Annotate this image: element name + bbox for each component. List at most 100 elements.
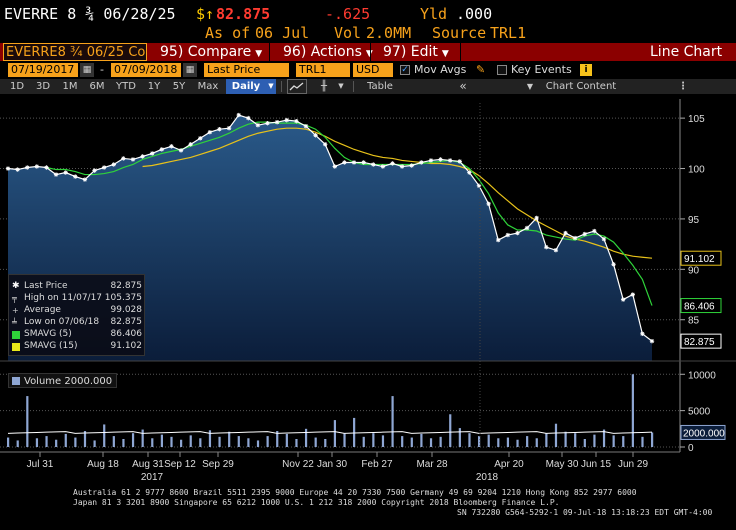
- range-3d[interactable]: 3D: [35, 81, 51, 92]
- compare-button[interactable]: 95) Compare ▼: [160, 43, 262, 61]
- volume-bar: [26, 396, 29, 447]
- volume-bar: [103, 424, 106, 447]
- calendar-icon[interactable]: ▦: [80, 63, 94, 77]
- collapse-left-icon[interactable]: «: [459, 79, 467, 93]
- volume-bar: [362, 436, 365, 447]
- price-tag-label: 91.102: [684, 254, 715, 265]
- price-point: [496, 237, 501, 243]
- volume-bar: [410, 437, 413, 447]
- volume-bar: [256, 440, 260, 447]
- volume-bar: [612, 435, 615, 447]
- price-point: [447, 158, 453, 163]
- price-tag-box: [680, 250, 722, 266]
- mov-avgs-label: Mov Avgs: [414, 63, 467, 76]
- period-select[interactable]: Daily: [226, 79, 266, 94]
- range-1d[interactable]: 1D: [9, 81, 25, 92]
- price-y-axis: 85 90 95 100 105: [679, 99, 705, 452]
- price-point: [476, 183, 482, 188]
- footer-contacts-line2: Japan 81 3 3201 8900 Singapore 65 6212 1…: [73, 498, 560, 507]
- price-point: [544, 244, 549, 250]
- line-chart-icon[interactable]: [287, 79, 307, 94]
- legend-average: + Average 99.028: [11, 305, 144, 316]
- currency-select[interactable]: USD: [353, 63, 393, 77]
- price-point: [563, 230, 568, 236]
- price-point: [390, 161, 395, 166]
- price-point: [419, 160, 424, 165]
- volume-bar: [333, 420, 337, 447]
- range-ytd[interactable]: YTD: [116, 81, 136, 92]
- legend-value: 105.375: [104, 293, 142, 303]
- volume-swatch: [12, 377, 20, 385]
- actions-button[interactable]: 96) Actions ▼: [283, 43, 373, 61]
- as-of-label: As of: [205, 24, 251, 42]
- volume-bar: [16, 440, 19, 447]
- price-point: [371, 162, 376, 167]
- volume-bar: [593, 434, 596, 447]
- chart-content-button[interactable]: Chart Content: [545, 81, 617, 92]
- legend-last-price: ✱ Last Price 82.875: [11, 281, 144, 292]
- start-date-field[interactable]: 07/19/2017: [8, 63, 78, 77]
- bar-chart-icon[interactable]: ╫: [320, 81, 328, 92]
- toolbar-divider: [460, 43, 461, 61]
- field-select[interactable]: Last Price: [204, 63, 289, 77]
- price-point: [505, 232, 511, 238]
- volume-bar: [180, 439, 183, 447]
- end-date-field[interactable]: 07/09/2018: [111, 63, 181, 77]
- high-marker-icon: ╤: [12, 294, 17, 303]
- security-field[interactable]: EVERRE8 ¾ 06/25 Co: [3, 43, 147, 61]
- x-tick-label: Sep 29: [202, 459, 234, 470]
- volume-legend[interactable]: Volume 2000.000: [8, 373, 118, 388]
- year-label: 2018: [476, 472, 499, 483]
- volume-bar: [247, 438, 250, 447]
- price-chart[interactable]: 85 90 95 100 105 91.102 86.406 82.875 0 5000 100…: [0, 95, 736, 490]
- source-select[interactable]: TRL1: [296, 63, 350, 77]
- volume-bar: [564, 431, 567, 447]
- pencil-icon[interactable]: ✎: [476, 63, 486, 76]
- chart-legend[interactable]: ✱ Last Price 82.875 ╤ High on 11/07/17 1…: [8, 274, 145, 356]
- table-button[interactable]: Table: [367, 81, 393, 92]
- sma15-swatch: [12, 343, 20, 351]
- volume-bar: [641, 436, 644, 447]
- info-icon[interactable]: i: [580, 64, 592, 76]
- volume-bar: [477, 436, 481, 447]
- chevron-down-icon[interactable]: ▼: [266, 79, 276, 94]
- date-range-dash: -: [100, 63, 104, 76]
- volume-bar: [487, 434, 490, 447]
- price-point: [592, 228, 597, 234]
- edit-label: 97) Edit: [383, 44, 438, 60]
- x-tick-label: Jun 29: [618, 459, 648, 470]
- volume-bar: [55, 439, 58, 447]
- calendar-icon[interactable]: ▦: [183, 63, 197, 77]
- volume-legend-label: Volume: [24, 376, 62, 387]
- chevron-down-icon[interactable]: ▼: [526, 82, 534, 91]
- chart-type-title: Line Chart: [650, 44, 723, 60]
- price-point: [217, 127, 222, 132]
- volume-bar: [151, 438, 154, 447]
- legend-value: 82.875: [110, 281, 143, 291]
- price-point: [82, 177, 88, 182]
- volume-bar: [74, 437, 77, 447]
- price-point: [188, 142, 193, 147]
- edit-button[interactable]: 97) Edit ▼: [383, 43, 449, 61]
- yield-label: Yld: [420, 5, 448, 23]
- volume-bar: [631, 374, 634, 447]
- price-point: [486, 201, 491, 206]
- footer-serial: SN 732280 G564-5292-1 09-Jul-18 13:18:23…: [457, 508, 713, 517]
- range-max[interactable]: Max: [197, 81, 219, 92]
- price-point: [572, 235, 578, 241]
- legend-label: SMAVG (5): [24, 329, 72, 339]
- price-point: [620, 297, 626, 302]
- price-point: [140, 154, 145, 159]
- range-1m[interactable]: 1M: [62, 81, 78, 92]
- volume-bar: [439, 436, 442, 447]
- chevron-down-icon[interactable]: ▼: [338, 82, 344, 90]
- key-events-checkbox[interactable]: [497, 65, 507, 75]
- range-1y[interactable]: 1Y: [147, 81, 161, 92]
- legend-value: 86.406: [110, 329, 143, 339]
- range-5y[interactable]: 5Y: [172, 81, 186, 92]
- price-point: [284, 117, 289, 123]
- more-options-icon[interactable]: ⋮: [678, 81, 688, 92]
- range-6m[interactable]: 6M: [89, 81, 105, 92]
- footer-contacts-line1: Australia 61 2 9777 8600 Brazil 5511 239…: [73, 488, 637, 497]
- mov-avgs-checkbox[interactable]: ✓: [400, 65, 410, 75]
